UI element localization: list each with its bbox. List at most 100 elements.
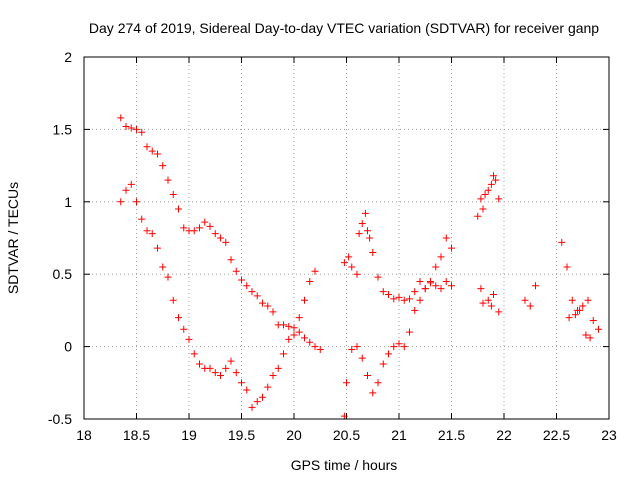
data-point bbox=[232, 267, 240, 275]
series-track-mid-upper bbox=[340, 209, 455, 304]
data-point bbox=[558, 238, 566, 246]
data-point bbox=[185, 335, 193, 343]
data-point bbox=[117, 114, 125, 122]
data-point bbox=[579, 302, 587, 310]
data-point bbox=[122, 186, 130, 194]
data-point bbox=[175, 205, 182, 213]
data-point bbox=[374, 379, 382, 387]
data-point bbox=[369, 248, 377, 256]
data-point bbox=[180, 224, 188, 232]
data-point bbox=[306, 277, 314, 285]
data-point bbox=[154, 150, 161, 158]
data-point bbox=[143, 227, 151, 235]
data-point bbox=[366, 234, 374, 242]
data-point bbox=[361, 209, 369, 217]
data-point bbox=[495, 195, 503, 203]
data-point bbox=[595, 325, 602, 333]
data-point bbox=[122, 123, 130, 131]
x-axis-label: GPS time / hours bbox=[291, 457, 398, 473]
data-point bbox=[411, 288, 419, 296]
data-point bbox=[117, 198, 125, 206]
data-point bbox=[264, 302, 272, 310]
x-tick-label: 23 bbox=[601, 427, 617, 443]
data-point bbox=[390, 343, 398, 351]
x-tick-label: 19 bbox=[181, 427, 197, 443]
data-point bbox=[348, 263, 356, 271]
data-point bbox=[526, 302, 534, 310]
data-point bbox=[477, 285, 485, 293]
data-point bbox=[248, 403, 256, 411]
data-point bbox=[421, 285, 429, 293]
data-point bbox=[490, 172, 497, 180]
data-point bbox=[340, 412, 348, 420]
data-point bbox=[437, 285, 445, 293]
data-point bbox=[238, 379, 245, 387]
data-point bbox=[243, 282, 251, 290]
y-axis-label: SDTVAR / TECUs bbox=[5, 182, 21, 294]
data-points bbox=[117, 114, 602, 420]
data-point bbox=[227, 357, 235, 365]
data-point bbox=[379, 360, 387, 368]
data-point bbox=[169, 296, 177, 304]
data-point bbox=[196, 224, 203, 232]
x-tick-label: 20.5 bbox=[333, 427, 360, 443]
series-track-upper bbox=[117, 114, 324, 353]
series-track-mid-lower bbox=[340, 277, 455, 420]
data-point bbox=[196, 360, 203, 368]
data-point bbox=[427, 279, 434, 287]
data-point bbox=[479, 205, 487, 213]
data-point bbox=[285, 335, 293, 343]
x-tick-label: 21.5 bbox=[438, 427, 465, 443]
data-point bbox=[159, 162, 167, 170]
plot-frame bbox=[83, 56, 610, 420]
chart-title: Day 274 of 2019, Sidereal Day-to-day VTE… bbox=[89, 20, 599, 36]
data-point bbox=[206, 222, 214, 230]
data-point bbox=[345, 253, 353, 261]
data-point bbox=[355, 230, 363, 238]
grid bbox=[84, 57, 609, 419]
y-tick-label: 1.5 bbox=[53, 121, 73, 137]
data-point bbox=[586, 334, 594, 342]
data-point bbox=[259, 393, 266, 401]
data-point bbox=[416, 277, 424, 285]
y-tick-label: 1 bbox=[64, 194, 72, 210]
data-point bbox=[568, 296, 576, 304]
data-point bbox=[374, 273, 382, 281]
data-point bbox=[492, 176, 500, 184]
data-point bbox=[416, 296, 424, 304]
data-point bbox=[563, 263, 571, 271]
data-point bbox=[481, 191, 489, 199]
data-point bbox=[290, 324, 298, 332]
data-point bbox=[448, 282, 455, 290]
data-point bbox=[437, 253, 445, 261]
data-point bbox=[369, 389, 377, 397]
data-point bbox=[238, 276, 245, 284]
data-point bbox=[280, 321, 287, 329]
data-point bbox=[264, 383, 272, 391]
data-point bbox=[148, 147, 156, 155]
data-point bbox=[395, 340, 403, 348]
data-point bbox=[474, 212, 482, 220]
data-point bbox=[432, 263, 440, 271]
data-point bbox=[269, 372, 277, 380]
data-point bbox=[148, 230, 156, 238]
data-point bbox=[217, 234, 224, 242]
data-point bbox=[133, 198, 140, 206]
data-point bbox=[479, 299, 487, 307]
data-point bbox=[358, 220, 366, 228]
y-tick-label: 0 bbox=[64, 339, 72, 355]
data-point bbox=[487, 302, 495, 310]
data-point bbox=[358, 354, 366, 362]
data-point bbox=[301, 334, 308, 342]
data-point bbox=[169, 191, 177, 199]
data-point bbox=[406, 328, 413, 336]
data-point bbox=[253, 292, 261, 300]
data-point bbox=[127, 124, 135, 132]
data-point bbox=[532, 282, 539, 290]
data-point bbox=[259, 299, 266, 307]
data-point bbox=[175, 314, 182, 322]
data-point bbox=[390, 295, 398, 303]
data-point bbox=[269, 308, 277, 316]
y-tick-label: 0.5 bbox=[53, 266, 73, 282]
